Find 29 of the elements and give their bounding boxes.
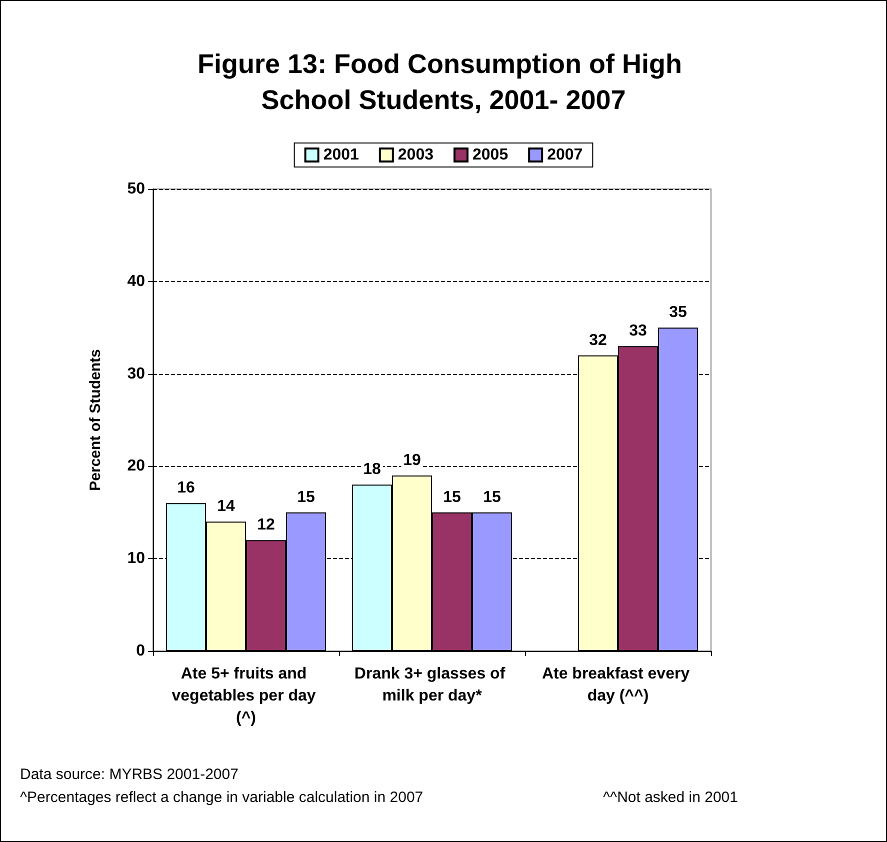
data-label: 15 bbox=[483, 488, 501, 506]
data-label: 15 bbox=[443, 488, 461, 506]
data-label: 19 bbox=[403, 452, 422, 469]
legend-label: 2007 bbox=[547, 146, 583, 164]
data-label: 32 bbox=[589, 332, 608, 349]
legend-label: 2005 bbox=[472, 146, 508, 164]
text: ^Percentages reflect a change in variable calculation in 2007 bbox=[20, 789, 424, 806]
legend-label: 2003 bbox=[398, 146, 434, 164]
y-tick-label: 40 bbox=[127, 272, 146, 290]
x-tick-label: Ate breakfast every day (^^) bbox=[542, 666, 694, 704]
y-tick-label: 50 bbox=[127, 180, 146, 198]
chart-title: Figure 13: Food Consumption of High School Students, 2001- 2007 bbox=[198, 49, 690, 115]
y-tick-label: 0 bbox=[136, 642, 146, 660]
y-tick-label: 30 bbox=[127, 365, 146, 382]
data-label: 14 bbox=[217, 498, 236, 516]
data-label: 16 bbox=[177, 480, 196, 497]
y-axis-title: Percent of Students bbox=[87, 349, 104, 491]
source-note: Data source: MYRBS 2001-2007 bbox=[20, 766, 238, 783]
legend-label: 2001 bbox=[323, 146, 360, 164]
y-tick-label: 20 bbox=[127, 458, 146, 475]
y-tick-label: 10 bbox=[127, 550, 146, 568]
text: ^^Not asked in 2001 bbox=[603, 789, 738, 806]
data-label: 18 bbox=[363, 461, 382, 478]
x-tick-label: Ate 5+ fruits and vegetables per day (^) bbox=[172, 666, 320, 726]
data-label: 12 bbox=[257, 516, 275, 534]
data-label: 33 bbox=[629, 322, 647, 340]
x-tick-label: Drank 3+ glasses of milk per day* bbox=[354, 666, 510, 704]
data-label: 35 bbox=[669, 304, 687, 322]
data-label: 15 bbox=[297, 488, 315, 506]
